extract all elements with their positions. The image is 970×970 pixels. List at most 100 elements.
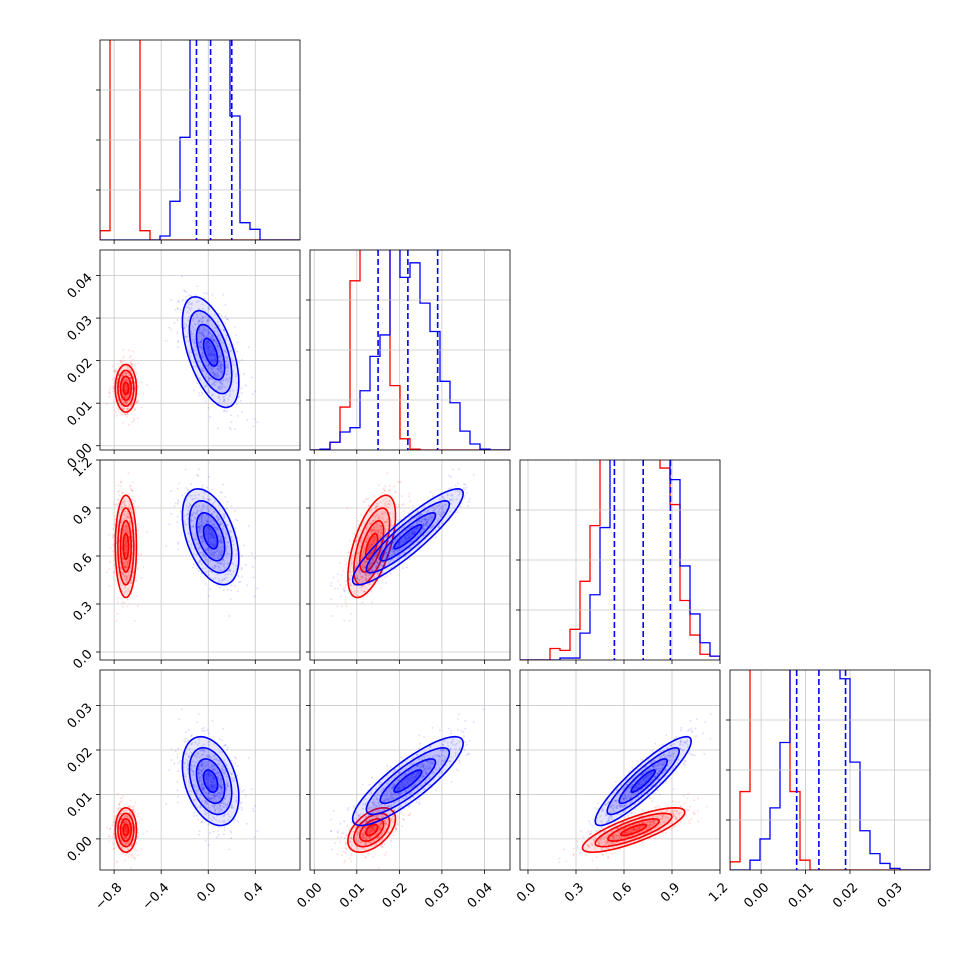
hist-group-0 [100, 40, 300, 240]
sample-point-red [377, 505, 380, 508]
sample-point-red [386, 472, 389, 475]
sample-point-blue [214, 557, 217, 560]
sample-point-blue [415, 516, 418, 519]
sample-point-blue [382, 528, 385, 531]
sample-point-blue [183, 289, 186, 292]
sample-point-blue [210, 367, 213, 370]
sample-point-blue [426, 520, 429, 523]
sample-point-red [357, 519, 360, 522]
sample-point-red [127, 372, 130, 375]
sample-point-red [364, 561, 366, 564]
sample-point-blue [183, 327, 185, 330]
sample-point-blue [212, 348, 215, 350]
sample-point-red [370, 508, 373, 510]
sample-point-red [126, 589, 129, 592]
sample-point-blue [422, 523, 425, 526]
density-fill-blue-0 [182, 488, 239, 585]
sample-point-blue [184, 335, 187, 338]
sample-point-blue [391, 548, 394, 551]
sample-point-blue [228, 350, 231, 353]
sample-point-blue [235, 381, 238, 384]
sample-point-red [374, 505, 377, 508]
sample-point-blue [188, 352, 191, 355]
sample-point-blue [410, 540, 413, 543]
sample-point-blue [437, 510, 440, 513]
sample-point-blue [223, 516, 226, 518]
sample-point-blue [215, 372, 218, 375]
sample-point-blue [214, 536, 217, 539]
sample-point-red [124, 586, 127, 589]
sample-point-red [381, 516, 384, 519]
sample-point-blue [205, 344, 208, 347]
sample-point-blue [432, 525, 434, 527]
sample-point-red [134, 500, 137, 503]
sample-point-red [364, 572, 367, 575]
sample-point-blue [375, 564, 378, 567]
sample-point-blue [412, 530, 415, 533]
sample-point-blue [221, 373, 224, 376]
sample-point-blue [199, 515, 202, 518]
sample-point-blue [197, 343, 200, 346]
sample-point-blue [219, 562, 222, 565]
sample-point-blue [195, 567, 198, 570]
sample-point-blue [190, 307, 193, 309]
sample-point-red [348, 619, 351, 622]
sample-point-blue [179, 510, 182, 513]
sample-point-blue [222, 558, 225, 561]
sample-point-blue [217, 562, 220, 564]
sample-point-red [116, 601, 119, 604]
sample-point-blue [201, 540, 204, 543]
sample-point-blue [224, 350, 227, 352]
sample-point-blue [424, 519, 427, 522]
scatter-group-2-0 [105, 460, 259, 622]
sample-point-blue [197, 525, 200, 528]
sample-point-blue [222, 578, 225, 581]
sample-point-red [117, 521, 120, 523]
sample-point-red [385, 502, 388, 505]
sample-point-blue [194, 323, 197, 326]
sample-point-red [360, 557, 363, 560]
sample-point-red [364, 564, 367, 567]
sample-point-blue [218, 540, 221, 543]
sample-point-red [378, 535, 381, 537]
sample-point-red [125, 548, 128, 551]
sample-point-blue [420, 513, 423, 516]
sample-point-red [384, 537, 387, 539]
sample-point-blue [359, 569, 362, 572]
sample-point-blue [191, 514, 194, 517]
sample-point-blue [382, 538, 385, 541]
sample-point-blue [229, 388, 232, 391]
sample-point-blue [202, 328, 205, 331]
sample-point-red [378, 537, 381, 540]
sample-point-blue [411, 533, 414, 535]
sample-point-red [359, 579, 361, 582]
sample-point-red [352, 554, 354, 557]
sample-point-blue [440, 511, 443, 514]
sample-point-blue [211, 368, 214, 371]
sample-point-blue [199, 527, 202, 530]
sample-point-blue [468, 498, 471, 500]
sample-point-red [353, 592, 356, 595]
sample-point-blue [217, 355, 220, 357]
sample-point-red [125, 548, 128, 551]
sample-point-red [108, 389, 111, 392]
sample-point-blue [197, 320, 200, 323]
sample-point-blue [215, 375, 218, 378]
sample-point-blue [377, 563, 380, 565]
sample-point-blue [235, 334, 237, 337]
sample-point-blue [219, 370, 222, 373]
sample-point-blue [213, 358, 216, 361]
sample-point-blue [438, 508, 441, 511]
sample-point-blue [206, 319, 209, 322]
sample-point-blue [192, 525, 195, 528]
sample-point-blue [217, 516, 220, 519]
sample-point-blue [190, 518, 192, 521]
sample-point-blue [397, 555, 400, 558]
sample-point-blue [195, 553, 198, 556]
sample-point-blue [225, 334, 228, 337]
sample-point-blue [380, 561, 383, 564]
sample-point-red [374, 519, 377, 521]
sample-point-blue [184, 325, 187, 328]
sample-point-blue [204, 516, 206, 519]
sample-point-blue [212, 545, 215, 548]
